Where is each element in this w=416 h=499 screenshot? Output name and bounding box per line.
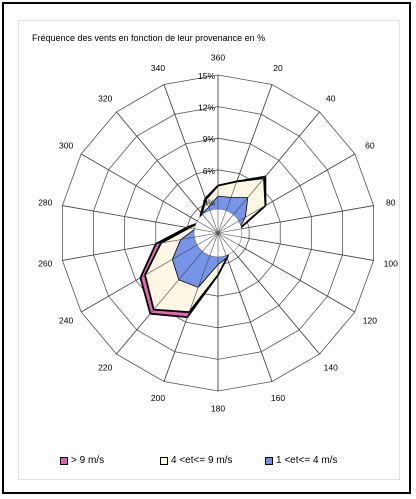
radar-overlay bbox=[62, 75, 374, 391]
legend-item-4-to-9: 4 <et<= 9 m/s bbox=[160, 455, 232, 466]
overlay-spoke bbox=[163, 84, 219, 234]
center-spoke bbox=[209, 232, 219, 256]
direction-label: 60 bbox=[365, 140, 375, 150]
direction-label: 200 bbox=[151, 393, 165, 403]
overlay-spoke bbox=[62, 232, 219, 261]
direction-label: 20 bbox=[273, 63, 283, 73]
center-spoke bbox=[217, 228, 242, 234]
center-spoke bbox=[194, 228, 219, 234]
direction-label: 260 bbox=[38, 258, 52, 268]
overlay-spoke bbox=[217, 153, 355, 234]
direction-label: 240 bbox=[59, 316, 73, 326]
center-spoke bbox=[202, 214, 219, 234]
direction-label: 180 bbox=[211, 403, 225, 413]
direction-label: 300 bbox=[59, 140, 73, 150]
center-spoke bbox=[202, 232, 219, 252]
legend-item-over-9: > 9 m/s bbox=[60, 455, 104, 466]
overlay-spoke bbox=[116, 111, 219, 234]
overlay-spoke bbox=[81, 153, 219, 234]
direction-label: 220 bbox=[98, 362, 112, 372]
overlay-spoke bbox=[217, 232, 374, 261]
direction-label: 100 bbox=[384, 258, 398, 268]
direction-label: 40 bbox=[326, 94, 336, 104]
direction-label: 320 bbox=[98, 94, 112, 104]
legend-label-over-9: > 9 m/s bbox=[71, 455, 105, 466]
legend-label-4-to-9: 4 <et<= 9 m/s bbox=[171, 455, 233, 466]
direction-labels: 360 20 40 60 80 100 120 140 160 180 200 220 240 260 28… bbox=[38, 53, 398, 414]
center-spoke bbox=[194, 232, 219, 238]
center-spoke bbox=[217, 220, 239, 234]
direction-label: 160 bbox=[271, 393, 285, 403]
direction-label: 80 bbox=[386, 198, 396, 208]
overlay-spoke bbox=[217, 232, 355, 313]
radial-tick-label: 15% bbox=[198, 71, 215, 81]
center-spoke bbox=[217, 232, 239, 246]
legend-item-1-to-4: 1 <et<= 4 m/s bbox=[265, 455, 337, 466]
overlay-spoke bbox=[217, 232, 273, 382]
overlay-spoke bbox=[116, 232, 219, 355]
center-spoke bbox=[209, 210, 219, 234]
overlay-spoke bbox=[217, 84, 273, 234]
chart-title: Fréquence des vents en fonction de leur … bbox=[32, 33, 266, 43]
radial-tick-label: 12% bbox=[198, 103, 215, 113]
overlay-spoke bbox=[217, 205, 374, 234]
chart-panel bbox=[18, 20, 400, 480]
center-spoke bbox=[217, 232, 234, 252]
overlay-spoke bbox=[217, 232, 320, 355]
direction-label: 140 bbox=[324, 362, 338, 372]
radial-tick-label: 3% bbox=[203, 197, 216, 207]
center-spoke bbox=[217, 232, 242, 238]
center-spoke bbox=[197, 232, 219, 246]
legend-label-1-to-4: 1 <et<= 4 m/s bbox=[276, 455, 338, 466]
direction-label: 280 bbox=[38, 198, 52, 208]
legend-swatch-over-9 bbox=[60, 456, 68, 465]
center-spoke bbox=[217, 214, 234, 234]
overlay-spoke bbox=[81, 232, 219, 313]
direction-label: 340 bbox=[151, 63, 165, 73]
legend-swatch-4-to-9 bbox=[160, 456, 168, 465]
overlay-spoke bbox=[163, 232, 219, 382]
center-spoke bbox=[197, 220, 219, 234]
radial-tick-labels: 3% 6% 9% 12% 15% bbox=[198, 71, 215, 207]
overlay-spoke bbox=[62, 205, 219, 234]
radial-tick-label: 9% bbox=[203, 134, 216, 144]
center-spoke bbox=[217, 232, 227, 256]
direction-label: 360 bbox=[211, 53, 225, 63]
legend-swatch-1-to-4 bbox=[265, 456, 273, 465]
center-spoke bbox=[217, 210, 227, 234]
overlay-spoke bbox=[217, 111, 320, 234]
radial-tick-label: 6% bbox=[203, 166, 216, 176]
chart-legend: > 9 m/s 4 <et<= 9 m/s 1 <et<= 4 m/s bbox=[60, 455, 400, 469]
direction-label: 120 bbox=[363, 316, 377, 326]
